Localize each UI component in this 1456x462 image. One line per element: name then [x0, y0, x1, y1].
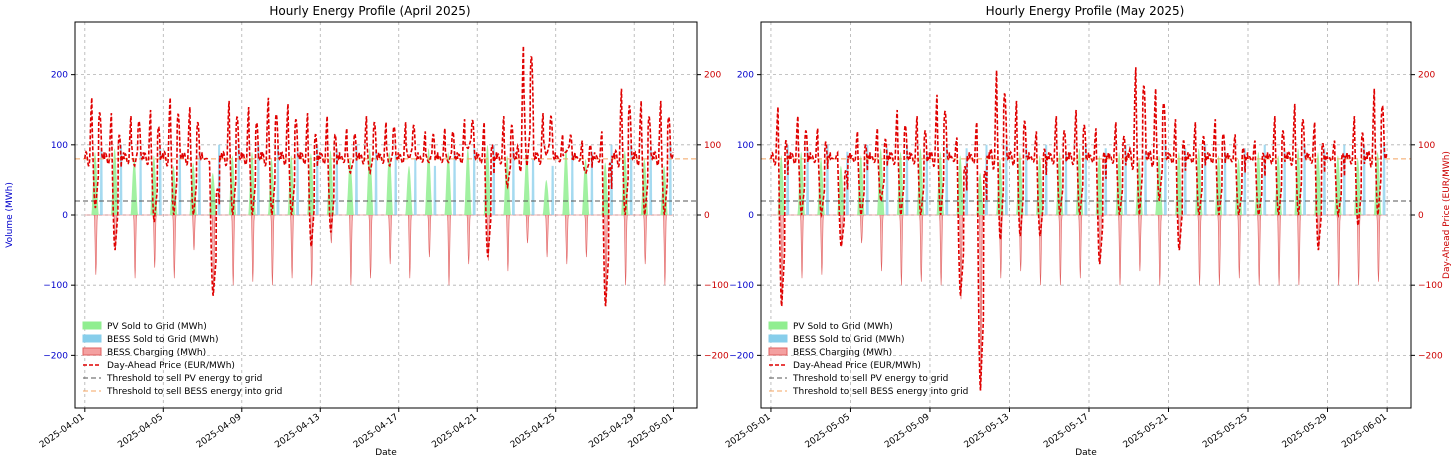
xtick-label: 2025-05-13 — [963, 412, 1012, 450]
legend-entry: Threshold to sell BESS energy into grid — [792, 387, 968, 397]
ytick-left-label: −200 — [729, 351, 754, 361]
x-axis-label: Date — [375, 448, 397, 458]
legend-entry: PV Sold to Grid (MWh) — [793, 322, 893, 332]
ytick-left-label: 100 — [737, 141, 754, 151]
legend-entry: PV Sold to Grid (MWh) — [107, 322, 207, 332]
xtick-label: 2025-06-01 — [1340, 412, 1389, 450]
legend-entry: Day-Ahead Price (EUR/MWh) — [107, 361, 235, 371]
legend-swatch — [82, 347, 102, 356]
ytick-right-label: 100 — [704, 141, 721, 151]
legend-swatch — [768, 334, 788, 343]
xtick-label: 2025-04-13 — [273, 412, 322, 450]
ytick-right-label: −200 — [1418, 351, 1443, 361]
series-day-ahead-price — [84, 45, 674, 307]
chart-may: Hourly Energy Profile (May 2025) 200 200 1… — [724, 4, 1452, 458]
legend-entry: Day-Ahead Price (EUR/MWh) — [793, 361, 921, 371]
xtick-label: 2025-04-01 — [38, 412, 87, 450]
chart-title-april: Hourly Energy Profile (April 2025) — [269, 4, 470, 18]
ytick-right-label: 0 — [1418, 211, 1424, 221]
chart-title-may: Hourly Energy Profile (May 2025) — [986, 4, 1185, 18]
legend-entry: BESS Charging (MWh) — [793, 348, 892, 358]
ytick-left-label: 100 — [51, 141, 68, 151]
ytick-right-label: 0 — [704, 211, 710, 221]
ytick-right-label: −200 — [704, 351, 729, 361]
xtick-label: 2025-05-09 — [883, 412, 932, 450]
ytick-left-label: −100 — [43, 281, 68, 291]
xtick-label: 2025-04-17 — [352, 412, 401, 450]
xtick-label: 2025-04-25 — [509, 412, 558, 450]
legend-entry: BESS Charging (MWh) — [107, 348, 206, 358]
legend-entry: Threshold to sell PV energy to grid — [792, 374, 948, 384]
xtick-label: 2025-05-01 — [724, 412, 773, 450]
series-day-ahead-price — [770, 67, 1388, 391]
xtick-label: 2025-05-21 — [1122, 412, 1171, 450]
legend-entry: Threshold to sell BESS energy into grid — [106, 387, 282, 397]
ytick-left-label: 200 — [737, 71, 754, 81]
ytick-left-label: −200 — [43, 351, 68, 361]
y-axis-label-right: Day-Ahead Price (EUR/MWh) — [1442, 151, 1452, 279]
xtick-label: 2025-05-05 — [804, 412, 853, 450]
legend-swatch — [768, 321, 788, 330]
xtick-label: 2025-05-29 — [1281, 412, 1330, 450]
legend-swatch — [768, 347, 788, 356]
ytick-right-label: −100 — [704, 281, 729, 291]
xtick-label: 2025-04-21 — [430, 412, 479, 450]
ytick-right-label: −100 — [1418, 281, 1443, 291]
series-bess-sold — [770, 144, 1387, 215]
xtick-label: 2025-05-25 — [1201, 412, 1250, 450]
chart-april: Hourly Energy Profile (April 2025) 200 20… — [5, 4, 729, 458]
ytick-right-label: 100 — [1418, 141, 1435, 151]
ytick-left-label: 0 — [748, 211, 754, 221]
legend-entry: BESS Sold to Grid (MWh) — [107, 335, 218, 345]
ytick-left-label: 200 — [51, 71, 68, 81]
xtick-label: 2025-04-09 — [195, 412, 244, 450]
y-axis-label-left: Volume (MWh) — [5, 182, 15, 248]
xtick-label: 2025-04-05 — [116, 412, 165, 450]
series-pv-sold — [770, 148, 1387, 215]
x-axis-label: Date — [1075, 448, 1097, 458]
ytick-left-label: −100 — [729, 281, 754, 291]
ytick-right-label: 200 — [704, 71, 721, 81]
legend-swatch — [82, 334, 102, 343]
ytick-left-label: 0 — [62, 211, 68, 221]
legend-entry: BESS Sold to Grid (MWh) — [793, 335, 904, 345]
legend-swatch — [82, 321, 102, 330]
legend-entry: Threshold to sell PV energy to grid — [106, 374, 262, 384]
ytick-right-label: 200 — [1418, 71, 1435, 81]
xtick-label: 2025-05-17 — [1042, 412, 1091, 450]
